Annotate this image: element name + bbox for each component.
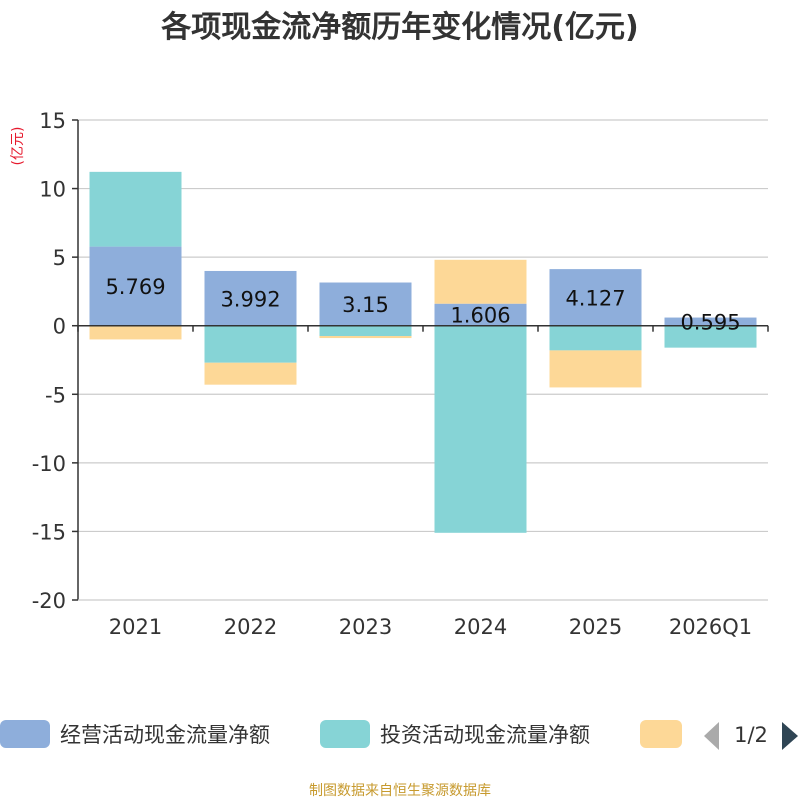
legend-label-operating[interactable]: 经营活动现金流量净额 (60, 723, 270, 747)
data-label-operating: 3.15 (342, 293, 389, 317)
legend-label-investing[interactable]: 投资活动现金流量净额 (380, 723, 590, 747)
x-tick-label: 2022 (224, 615, 277, 639)
bar-operating-2026Q1[interactable] (664, 317, 757, 326)
data-label-operating: 0.595 (680, 311, 740, 335)
legend-swatch-financing[interactable] (640, 720, 682, 748)
y-tick-label: 5 (53, 246, 66, 270)
chart-title: 各项现金流净额历年变化情况(亿元) (160, 10, 638, 45)
y-axis-unit-label: (亿元) (10, 127, 26, 166)
data-label-operating: 5.769 (105, 275, 165, 299)
bar-operating-2024[interactable] (434, 303, 527, 326)
data-source-note: 制图数据来自恒生聚源数据库 (309, 783, 491, 799)
y-tick-label: 10 (39, 178, 66, 202)
data-label-operating: 4.127 (565, 286, 625, 310)
bar-investing-2021[interactable] (89, 171, 182, 247)
y-tick-label: -5 (45, 383, 66, 407)
legend: 经营活动现金流量净额 投资活动现金流量净额 1/2 (0, 720, 798, 750)
bar-operating-2023[interactable] (319, 282, 412, 326)
y-tick-label: -10 (32, 452, 66, 476)
bar-series (89, 171, 757, 533)
bar-financing-2025[interactable] (549, 350, 642, 388)
bar-financing-2022[interactable] (204, 362, 297, 385)
x-tick-label: 2026Q1 (669, 615, 752, 639)
bar-operating-2022[interactable] (204, 270, 297, 326)
axes (77, 120, 769, 601)
legend-next-page-icon[interactable] (782, 722, 798, 750)
y-tick-label: -15 (32, 520, 66, 544)
bar-investing-2024[interactable] (434, 325, 527, 533)
y-axis-ticks: 15 10 5 0 -5 -10 -15 -20 (32, 109, 78, 613)
y-tick-label: 15 (39, 109, 66, 133)
bar-investing-2025[interactable] (549, 325, 642, 351)
data-label-operating: 1.606 (450, 304, 510, 328)
y-tick-label: 0 (53, 315, 66, 339)
bar-financing-2021[interactable] (89, 325, 182, 340)
legend-swatch-investing[interactable] (320, 720, 370, 748)
legend-page-indicator: 1/2 (734, 723, 768, 747)
data-labels: 5.769 3.992 3.15 1.606 4.127 0.595 (105, 275, 740, 334)
grid-lines (78, 119, 768, 533)
x-tick-label: 2023 (339, 615, 392, 639)
bar-investing-2026Q1[interactable] (664, 325, 757, 348)
y-tick-label: -20 (32, 589, 66, 613)
bar-operating-2025[interactable] (549, 269, 642, 326)
x-tick-label: 2025 (569, 615, 622, 639)
bar-operating-2021[interactable] (89, 246, 182, 326)
x-tick-label: 2021 (109, 615, 162, 639)
x-tick-label: 2024 (454, 615, 507, 639)
bar-financing-2023[interactable] (319, 336, 412, 339)
bar-financing-2024[interactable] (434, 259, 527, 304)
data-label-operating: 3.992 (220, 287, 280, 311)
legend-swatch-operating[interactable] (0, 720, 50, 748)
legend-prev-page-icon[interactable] (704, 722, 719, 750)
bar-investing-2023[interactable] (319, 325, 412, 336)
x-axis-ticks: 2021 2022 2023 2024 2025 2026Q1 (109, 615, 752, 639)
bar-investing-2022[interactable] (204, 325, 297, 363)
